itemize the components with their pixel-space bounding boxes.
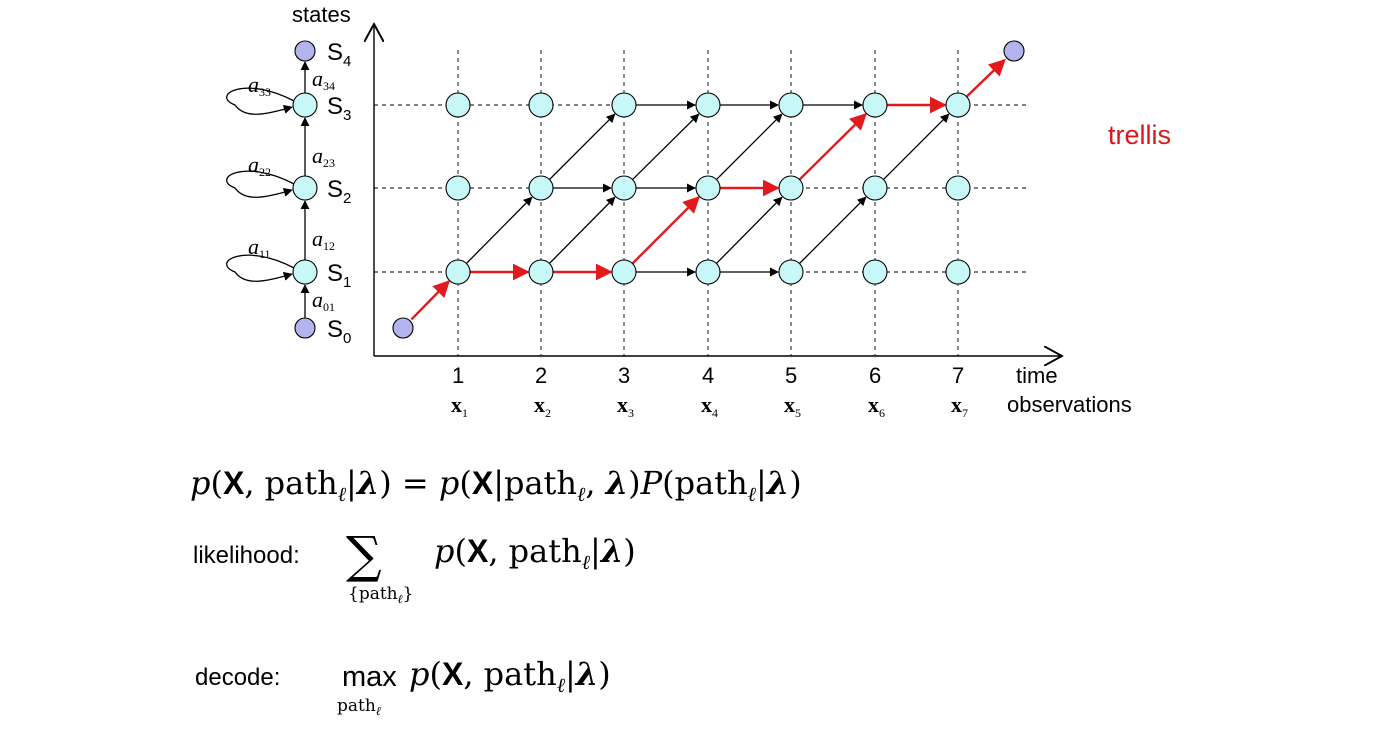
time-tick-3: 3 (618, 363, 630, 388)
edge-t1s1-t2s2 (465, 196, 533, 264)
start-node (392, 317, 414, 339)
y-axis-label: states (292, 2, 351, 27)
time-tick-labels: 1 x1 2 x2 3 x3 4 x4 5 x5 6 x6 7 x7 (451, 363, 968, 420)
observation-label-3: x3 (617, 392, 634, 420)
self-loop-s2 (226, 170, 295, 198)
transition-label-a33: a33 (248, 72, 271, 99)
node-t6-s1 (862, 259, 888, 285)
self-loop-s3 (226, 87, 295, 115)
trellis-nodes (392, 40, 1025, 339)
sum-sigma: ∑ (346, 526, 382, 584)
joint-equation: p(X, pathℓ|λ) = p(X|pathℓ, λ)P(pathℓ|λ) (190, 464, 802, 506)
time-tick-2: 2 (535, 363, 547, 388)
transition-label-a34: a34 (312, 66, 335, 93)
edge-t4s2-t5s3 (716, 113, 783, 180)
max-operator: max (342, 661, 397, 693)
node-t3-s2 (611, 175, 637, 201)
edge-t2s1-t3s2 (548, 196, 616, 264)
transition-label-a01: a01 (312, 287, 335, 314)
state-label-s1: S1 (327, 260, 351, 291)
state-label-s3: S3 (327, 93, 351, 124)
state-label-s4: S4 (327, 39, 351, 70)
time-tick-7: 7 (952, 363, 964, 388)
node-t5-s3 (778, 92, 804, 118)
svg-text:{pathℓ}: {pathℓ} (348, 584, 413, 606)
state-label-s2: S2 (327, 176, 351, 207)
trellis-title: trellis (1108, 120, 1171, 150)
trellis-edges (410, 58, 1006, 321)
node-t2-s3 (528, 92, 554, 118)
edge-t5s1-t6s2 (799, 196, 867, 264)
edge-t7-s3-to-end (965, 58, 1006, 98)
node-t1-s2 (445, 175, 471, 201)
state-machine: S4 S3 S2 S1 S0 a33 a34 a22 a23 a11 a12 a01 (226, 39, 351, 347)
observation-label-2: x2 (534, 392, 551, 420)
node-t4-s1 (695, 259, 721, 285)
transition-label-a11: a11 (248, 234, 271, 261)
x-axis-label-time: time (1016, 363, 1058, 388)
edge-t5s2-t6s3 (798, 112, 867, 181)
eq-p: p (190, 464, 210, 502)
machine-node-s4 (294, 40, 316, 62)
time-tick-5: 5 (785, 363, 797, 388)
svg-text:p(X, pathℓ|λ): p(X, pathℓ|λ) (409, 655, 611, 697)
svg-text:p(X, pathℓ|λ) = p(X|pathℓ, λ)P: p(X, pathℓ|λ) = p(X|pathℓ, λ)P(pathℓ|λ) (190, 464, 802, 506)
node-t4-s2 (695, 175, 721, 201)
observation-label-5: x5 (784, 392, 801, 420)
machine-node-s2 (292, 175, 318, 201)
node-t2-s2 (528, 175, 554, 201)
node-t3-s1 (611, 259, 637, 285)
transition-label-a22: a22 (248, 152, 271, 179)
decode-equation: decode: max pathℓ p(X, pathℓ|λ) (195, 655, 611, 718)
observation-label-6: x6 (868, 392, 885, 420)
edge-t2s2-t3s3 (549, 113, 616, 180)
node-t3-s3 (611, 92, 637, 118)
likelihood-equation: likelihood: ∑ {pathℓ} p(X, pathℓ|λ) (193, 526, 636, 606)
time-tick-6: 6 (869, 363, 881, 388)
node-t6-s2 (862, 175, 888, 201)
axes (374, 24, 1062, 356)
machine-node-s0 (294, 317, 316, 339)
node-t7-s1 (945, 259, 971, 285)
observation-label-1: x1 (451, 392, 468, 420)
node-t1-s3 (445, 92, 471, 118)
node-t4-s3 (695, 92, 721, 118)
machine-node-s3 (292, 92, 318, 118)
node-t1-s1 (445, 259, 471, 285)
state-label-s0: S0 (327, 316, 351, 347)
node-t6-s3 (862, 92, 888, 118)
node-t2-s1 (528, 259, 554, 285)
edge-start-to-t1-s1 (410, 280, 451, 321)
time-tick-1: 1 (452, 363, 464, 388)
observation-label-4: x4 (701, 392, 718, 420)
node-t5-s2 (778, 175, 804, 201)
self-loop-s1 (226, 254, 295, 282)
svg-text:pathℓ: pathℓ (337, 696, 381, 718)
edge-t3s2-t4s3 (632, 113, 700, 181)
node-t5-s1 (778, 259, 804, 285)
end-node (1003, 40, 1025, 62)
edge-t4s1-t5s2 (715, 196, 783, 264)
edge-t3s1-t4s2 (631, 196, 700, 265)
x-axis-label-observations: observations (1007, 392, 1132, 417)
edge-t6s2-t7s3 (883, 113, 950, 180)
eq-X: X (223, 465, 245, 501)
node-t7-s2 (945, 175, 971, 201)
node-t7-s3 (945, 92, 971, 118)
transition-label-a23: a23 (312, 143, 335, 170)
time-tick-4: 4 (702, 363, 714, 388)
transition-label-a12: a12 (312, 226, 335, 253)
likelihood-label: likelihood: (193, 542, 300, 569)
machine-node-s1 (292, 259, 318, 285)
svg-text:p(X, pathℓ|λ): p(X, pathℓ|λ) (434, 532, 636, 574)
decode-label: decode: (195, 664, 280, 691)
observation-label-7: x7 (951, 392, 968, 420)
